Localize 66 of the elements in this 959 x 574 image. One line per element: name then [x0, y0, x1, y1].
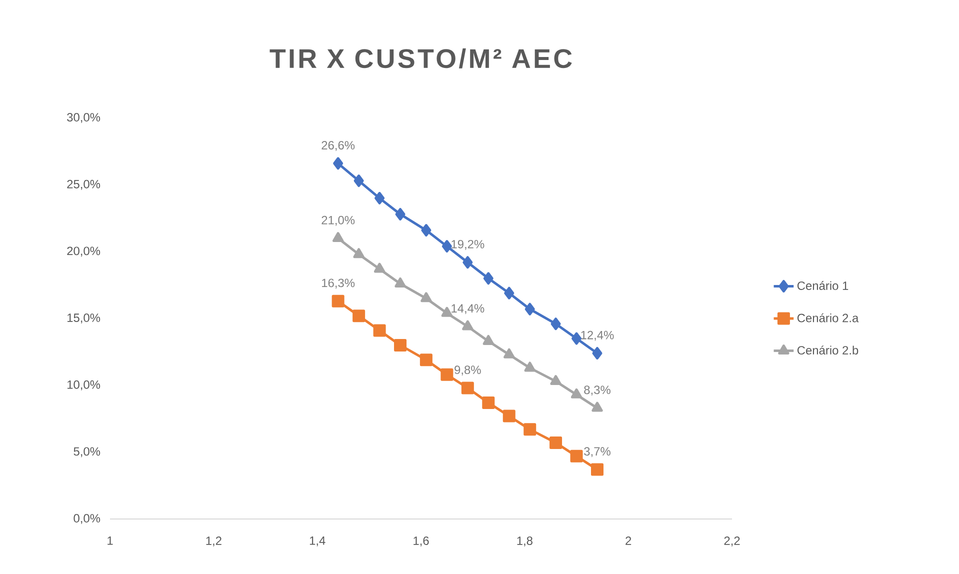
y-tick-label: 15,0% [67, 314, 100, 324]
point [373, 324, 386, 337]
y-tick-label: 30,0% [67, 113, 100, 123]
data-label: 16,3% [322, 278, 355, 289]
data-label: 26,6% [322, 141, 355, 151]
point [332, 294, 344, 308]
point [524, 362, 536, 372]
point [395, 208, 406, 220]
x-tick-label: 1,8 [517, 536, 532, 546]
data-label: 14,4% [452, 304, 484, 314]
x-tick-label: 2 [626, 536, 632, 545]
y-tick-label: 20,0% [67, 246, 100, 257]
data-label: 12,4% [581, 330, 614, 341]
data-label: 21,0% [322, 216, 355, 226]
point [592, 402, 603, 412]
point [352, 310, 366, 322]
point [502, 410, 516, 422]
legend-label: Cenário 1 [797, 281, 848, 290]
point [354, 174, 364, 188]
chart-title: TIR X CUSTO/M² AEC [270, 48, 572, 68]
point [524, 302, 535, 316]
legend-label: Cenário 2.b [797, 346, 858, 355]
point [394, 338, 407, 352]
x-tick-label: 1,4 [310, 536, 326, 546]
point [504, 286, 514, 300]
point [441, 306, 453, 317]
point [461, 382, 474, 394]
point [353, 248, 364, 258]
point [374, 192, 385, 204]
legend-label: Cenário 2.a [797, 313, 859, 322]
point [572, 332, 582, 345]
point [504, 348, 515, 358]
point [570, 450, 583, 462]
data-label: 8,3% [584, 386, 610, 396]
point [483, 272, 494, 285]
point [482, 334, 494, 345]
point [420, 292, 432, 302]
y-tick-label: 5,0% [74, 447, 100, 458]
data-label: 9,8% [454, 366, 481, 376]
point [550, 318, 561, 330]
point [333, 157, 344, 170]
x-tick-label: 1 [108, 536, 113, 545]
y-tick-label: 10,0% [67, 380, 100, 390]
point [332, 232, 344, 242]
point [550, 436, 562, 450]
x-tick-label: 1,6 [414, 536, 429, 546]
point [394, 277, 406, 288]
x-tick-label: 2,2 [724, 536, 740, 546]
point [442, 240, 452, 253]
y-tick-label: 25,0% [67, 180, 100, 190]
point [421, 224, 432, 237]
point [440, 368, 454, 381]
point [590, 463, 604, 476]
point [374, 262, 386, 273]
data-label: 3,7% [584, 447, 610, 458]
point [550, 375, 562, 386]
point [420, 354, 432, 366]
point [462, 320, 474, 330]
data-label: 19,2% [452, 240, 484, 250]
point [482, 396, 495, 409]
point [462, 256, 473, 269]
y-tick-label: 0,0% [74, 514, 100, 524]
point [570, 388, 582, 398]
x-tick-label: 1,2 [206, 536, 222, 546]
point [524, 423, 536, 436]
point [592, 346, 602, 360]
